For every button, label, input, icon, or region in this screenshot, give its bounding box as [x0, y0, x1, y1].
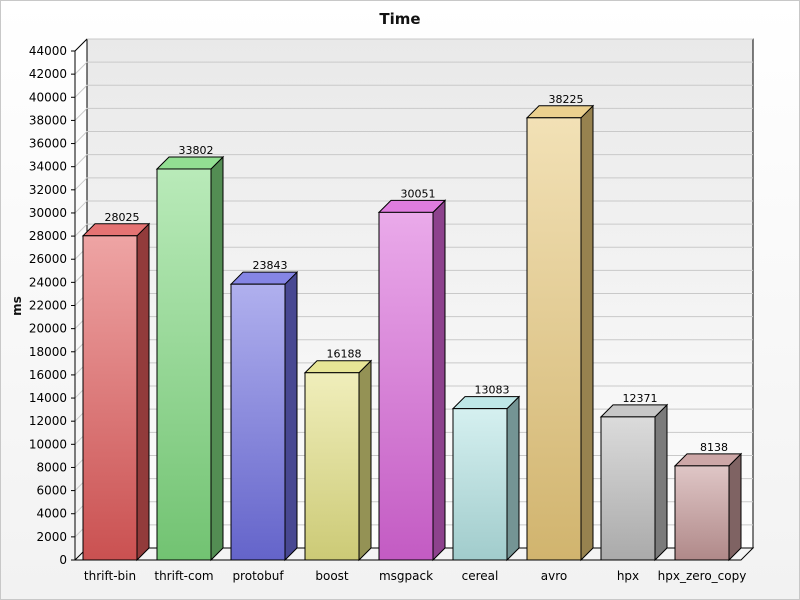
bar-front-face [674, 465, 730, 561]
y-tick-label: 30000 [29, 206, 67, 220]
y-tick-label: 12000 [29, 414, 67, 428]
bar-top-face [229, 271, 299, 285]
x-category-label: cereal [462, 569, 499, 583]
y-tick-label: 42000 [29, 67, 67, 81]
chart-title: Time [379, 10, 420, 28]
bar-front-face [230, 283, 286, 561]
bar-side-face [210, 155, 224, 562]
bar-protobuf: 23843 [229, 259, 299, 562]
bar-side-face [136, 222, 150, 562]
y-tick-label: 36000 [29, 137, 67, 151]
bar-boost: 16188 [303, 348, 373, 562]
y-axis-top-edge [74, 38, 88, 52]
y-tick-label: 22000 [29, 299, 67, 313]
x-category-label: thrift-bin [84, 569, 136, 583]
bar-hpx: 12371 [599, 392, 669, 562]
bar-top-face [451, 396, 521, 410]
bar-front-face [452, 408, 508, 561]
bar-side-face [432, 199, 446, 562]
y-tick-labels: 0 2000 4000 6000 8000 10000 12000 14000 16000 180… [29, 44, 67, 567]
bar-value-label: 8138 [700, 441, 728, 454]
bar-hpx_zero_copy: 8138 [673, 441, 743, 562]
gridline [74, 61, 753, 75]
gridline [74, 84, 753, 98]
bar-thrift-bin: 28025 [81, 211, 151, 562]
bar-thrift-com: 33802 [155, 144, 225, 562]
y-tick-label: 16000 [29, 368, 67, 382]
x-category-label: avro [541, 569, 567, 583]
bar-side-face [506, 395, 520, 562]
y-tick-label: 20000 [29, 322, 67, 336]
x-category-label: protobuf [232, 569, 284, 583]
x-category-label: thrift-com [154, 569, 213, 583]
bar-msgpack: 30051 [377, 187, 447, 562]
y-tick-label: 8000 [36, 460, 67, 474]
bar-side-face [358, 359, 372, 562]
bar-top-face [599, 404, 669, 418]
bar-front-face [378, 211, 434, 561]
y-tick-label: 28000 [29, 229, 67, 243]
bar-value-label: 30051 [401, 187, 436, 200]
bar-side-face [580, 104, 594, 562]
bar-value-label: 38225 [549, 93, 584, 106]
y-tick-label: 40000 [29, 90, 67, 104]
bar-front-face [82, 235, 138, 561]
y-tick-label: 38000 [29, 113, 67, 127]
bar-side-face [654, 403, 668, 562]
y-tick-label: 0 [59, 553, 67, 567]
x-category-label: boost [315, 569, 349, 583]
y-tick-label: 24000 [29, 275, 67, 289]
y-tick-label: 18000 [29, 345, 67, 359]
bar-top-face [155, 156, 225, 170]
bar-top-face [303, 360, 373, 374]
y-tick-label: 26000 [29, 252, 67, 266]
bar-side-face [728, 452, 742, 562]
y-tick-label: 6000 [36, 484, 67, 498]
gridline [74, 107, 753, 121]
x-category-label: hpx_zero_copy [658, 569, 747, 583]
bar-top-face [377, 199, 447, 213]
bar-value-label: 13083 [475, 384, 510, 397]
x-tick-labels: thrift-bin thrift-com protobuf boost msgpack… [84, 569, 746, 583]
y-tick-label: 4000 [36, 507, 67, 521]
y-tick-label: 14000 [29, 391, 67, 405]
y-tick-label: 32000 [29, 183, 67, 197]
bar-front-face [156, 168, 212, 561]
bar-cereal: 13083 [451, 384, 521, 562]
y-tick-label: 34000 [29, 160, 67, 174]
y-tick-label: 44000 [29, 44, 67, 58]
bar-top-face [525, 105, 595, 119]
bars: 28025 33802 23843 16188 30051 13083 38225 12371… [81, 93, 743, 562]
bar-side-face [284, 270, 298, 562]
y-axis-label: ms [10, 296, 24, 316]
bar-value-label: 12371 [623, 392, 658, 405]
bar-top-face [673, 453, 743, 467]
bar-value-label: 16188 [327, 348, 362, 361]
bar-value-label: 23843 [253, 259, 288, 272]
y-tick-label: 10000 [29, 437, 67, 451]
x-category-label: hpx [617, 569, 639, 583]
bar-front-face [526, 117, 582, 561]
y-tick-label: 2000 [36, 530, 67, 544]
bar-front-face [600, 416, 656, 561]
bar-avro: 38225 [525, 93, 595, 562]
x-category-label: msgpack [379, 569, 433, 583]
bar-front-face [304, 372, 360, 561]
bar-top-face [81, 223, 151, 237]
bar-value-label: 28025 [105, 211, 140, 224]
bar-value-label: 33802 [179, 144, 214, 157]
